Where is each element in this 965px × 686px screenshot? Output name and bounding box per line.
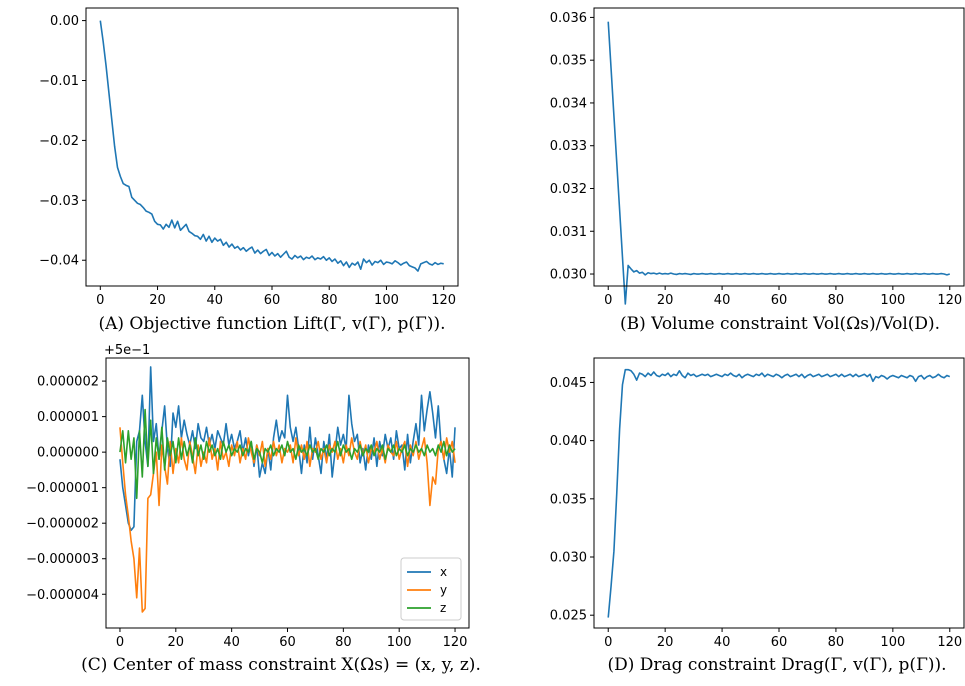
- legend-box: [400, 557, 462, 621]
- x-tick-label: 20: [168, 635, 185, 650]
- y-tick-label: 0.032: [550, 182, 587, 197]
- x-tick-label: 120: [431, 293, 456, 308]
- y-tick-label: 0.00: [50, 14, 79, 29]
- axes-frame: [593, 357, 965, 629]
- x-tick-label: 120: [937, 635, 962, 650]
- x-tick-label: 0: [604, 293, 612, 308]
- x-tick-label: 80: [321, 293, 338, 308]
- x-tick-label: 60: [771, 635, 788, 650]
- y-tick-label: 0.025: [550, 609, 587, 624]
- subplot-a: 0 20 40 60 80 100 120 0.00 −0.01 −0.02 −0.03 −0.04 (…: [39, 7, 459, 334]
- y-tick-label: 0.035: [550, 492, 587, 507]
- x-tick-label: 60: [771, 293, 788, 308]
- x-tick-label: 100: [387, 635, 412, 650]
- y-tick-label: −0.000004: [26, 588, 99, 603]
- y-tick-label: −0.000001: [26, 481, 99, 496]
- axes-frame: [593, 7, 965, 287]
- x-tick-label: 40: [223, 635, 240, 650]
- axes-frame: [85, 7, 459, 287]
- y-tick-label: 0.000002: [37, 375, 99, 390]
- y-tick-label: 0.030: [550, 551, 587, 566]
- x-tick-label: 80: [828, 293, 845, 308]
- y-tick-label: 0.031: [550, 225, 587, 240]
- y-tick-label: −0.03: [39, 194, 79, 209]
- y-tick-label: 0.030: [550, 268, 587, 283]
- subplot-d: 0 20 40 60 80 100 120 0.025 0.030 0.035 0.040 0.045…: [550, 357, 965, 675]
- x-tick-label: 0: [116, 635, 124, 650]
- y-tick-label: 0.036: [550, 11, 587, 26]
- subplot-caption: (C) Center of mass constraint X(Ωs) = (x…: [81, 655, 481, 675]
- series-line-z: [119, 408, 456, 500]
- subplot-caption: (B) Volume constraint Vol(Ωs)/Vol(D).: [620, 314, 940, 334]
- x-tick-label: 0: [604, 635, 612, 650]
- y-tick-label: 0.040: [550, 434, 587, 449]
- y-tick-label: −0.04: [39, 254, 79, 269]
- x-tick-label: 100: [880, 635, 905, 650]
- x-tick-label: 20: [657, 293, 674, 308]
- legend: xyz: [400, 557, 462, 621]
- y-tick-label: 0.000001: [37, 410, 99, 425]
- series-line-y: [119, 427, 456, 613]
- subplot-caption: (A) Objective function Lift(Γ, v(Γ), p(Γ…: [98, 314, 445, 334]
- y-tick-label: −0.02: [39, 134, 79, 149]
- y-tick-label: −0.000002: [26, 517, 99, 532]
- y-tick-label: −0.01: [39, 74, 79, 89]
- x-tick-label: 40: [714, 635, 731, 650]
- y-tick-label: 0.034: [550, 96, 587, 111]
- subplot-caption: (D) Drag constraint Drag(Γ, v(Γ), p(Γ)).: [607, 655, 946, 675]
- x-tick-label: 80: [828, 635, 845, 650]
- legend-label-y: y: [440, 583, 447, 597]
- subplot-b: 0 20 40 60 80 100 120 0.030 0.031 0.032 0.033 0.034…: [550, 7, 965, 334]
- axes-frame: [105, 357, 470, 629]
- series-line: [607, 21, 951, 305]
- legend-label-x: x: [440, 565, 447, 579]
- x-tick-label: 60: [264, 293, 281, 308]
- y-tick-label: 0.000000: [37, 446, 99, 461]
- y-tick-label: 0.045: [550, 376, 587, 391]
- series-line: [607, 368, 951, 618]
- x-tick-label: 100: [880, 293, 905, 308]
- y-tick-label: 0.033: [550, 139, 587, 154]
- subplot-c: 0 20 40 60 80 100 120 0.000002 0.000001 0.000000 −…: [26, 343, 481, 675]
- x-tick-label: 100: [374, 293, 399, 308]
- y-offset-label: +5e−1: [104, 343, 150, 358]
- x-tick-label: 80: [335, 635, 352, 650]
- x-tick-label: 120: [937, 293, 962, 308]
- x-tick-label: 40: [206, 293, 223, 308]
- x-tick-label: 20: [657, 635, 674, 650]
- x-tick-label: 20: [149, 293, 166, 308]
- legend-label-z: z: [440, 601, 446, 615]
- x-tick-label: 60: [279, 635, 296, 650]
- y-tick-label: 0.035: [550, 54, 587, 69]
- y-tick-label: −0.000003: [26, 552, 99, 567]
- x-tick-label: 120: [443, 635, 468, 650]
- x-tick-label: 40: [714, 293, 731, 308]
- x-tick-label: 0: [96, 293, 104, 308]
- series-line: [99, 20, 444, 272]
